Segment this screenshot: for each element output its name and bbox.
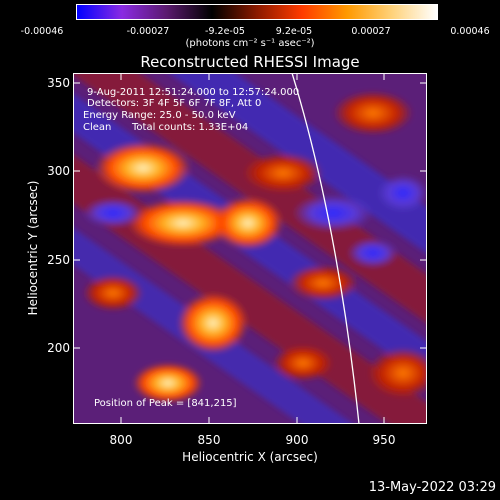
colorbar xyxy=(76,4,438,20)
colorbar-tick: -0.00046 xyxy=(20,26,64,37)
colorbar-tick: -0.00027 xyxy=(126,26,170,37)
y-tick-label: 250 xyxy=(47,253,70,267)
y-axis-label: Heliocentric Y (arcsec) xyxy=(26,180,40,316)
colorbar-tick: 0.00027 xyxy=(351,26,391,37)
energy-range-text: Energy Range: 25.0 - 50.0 keV xyxy=(83,110,236,121)
x-tick-label: 850 xyxy=(197,433,221,447)
detectors-text: Detectors: 3F 4F 5F 6F 7F 8F, Att 0 xyxy=(87,98,262,109)
colorbar-units: (photons cm⁻² s⁻¹ asec⁻²) xyxy=(185,38,315,49)
footer-date: 13-May-2022 03:29 xyxy=(368,480,496,495)
emission-pattern xyxy=(73,73,427,424)
time-range-text: 9-Aug-2011 12:51:24.000 to 12:57:24.000 xyxy=(87,87,300,98)
x-tick-label: 800 xyxy=(109,433,133,447)
total-counts-text: Total counts: 1.33E+04 xyxy=(132,122,249,133)
colorbar-tick: 0.00046 xyxy=(450,26,490,37)
y-tick-marks xyxy=(73,82,427,349)
peak-position-text: Position of Peak = [841,215] xyxy=(94,398,237,409)
y-tick-label: 350 xyxy=(47,76,70,90)
x-tick-label: 900 xyxy=(285,433,309,447)
rhessi-image xyxy=(73,73,427,424)
plot-title: Reconstructed RHESSI Image xyxy=(140,53,360,71)
x-axis-label: Heliocentric X (arcsec) xyxy=(182,450,318,464)
plot-border xyxy=(73,73,427,424)
algorithm-text: Clean xyxy=(83,122,112,133)
colorbar-tick: 9.2e-05 xyxy=(275,26,313,37)
x-tick-label: 950 xyxy=(372,433,396,447)
y-tick-label: 200 xyxy=(47,341,70,355)
solar-limb-line xyxy=(291,73,360,424)
x-tick-marks xyxy=(120,73,385,424)
y-tick-label: 300 xyxy=(47,164,70,178)
colorbar-tick: -9.2e-05 xyxy=(205,26,245,37)
